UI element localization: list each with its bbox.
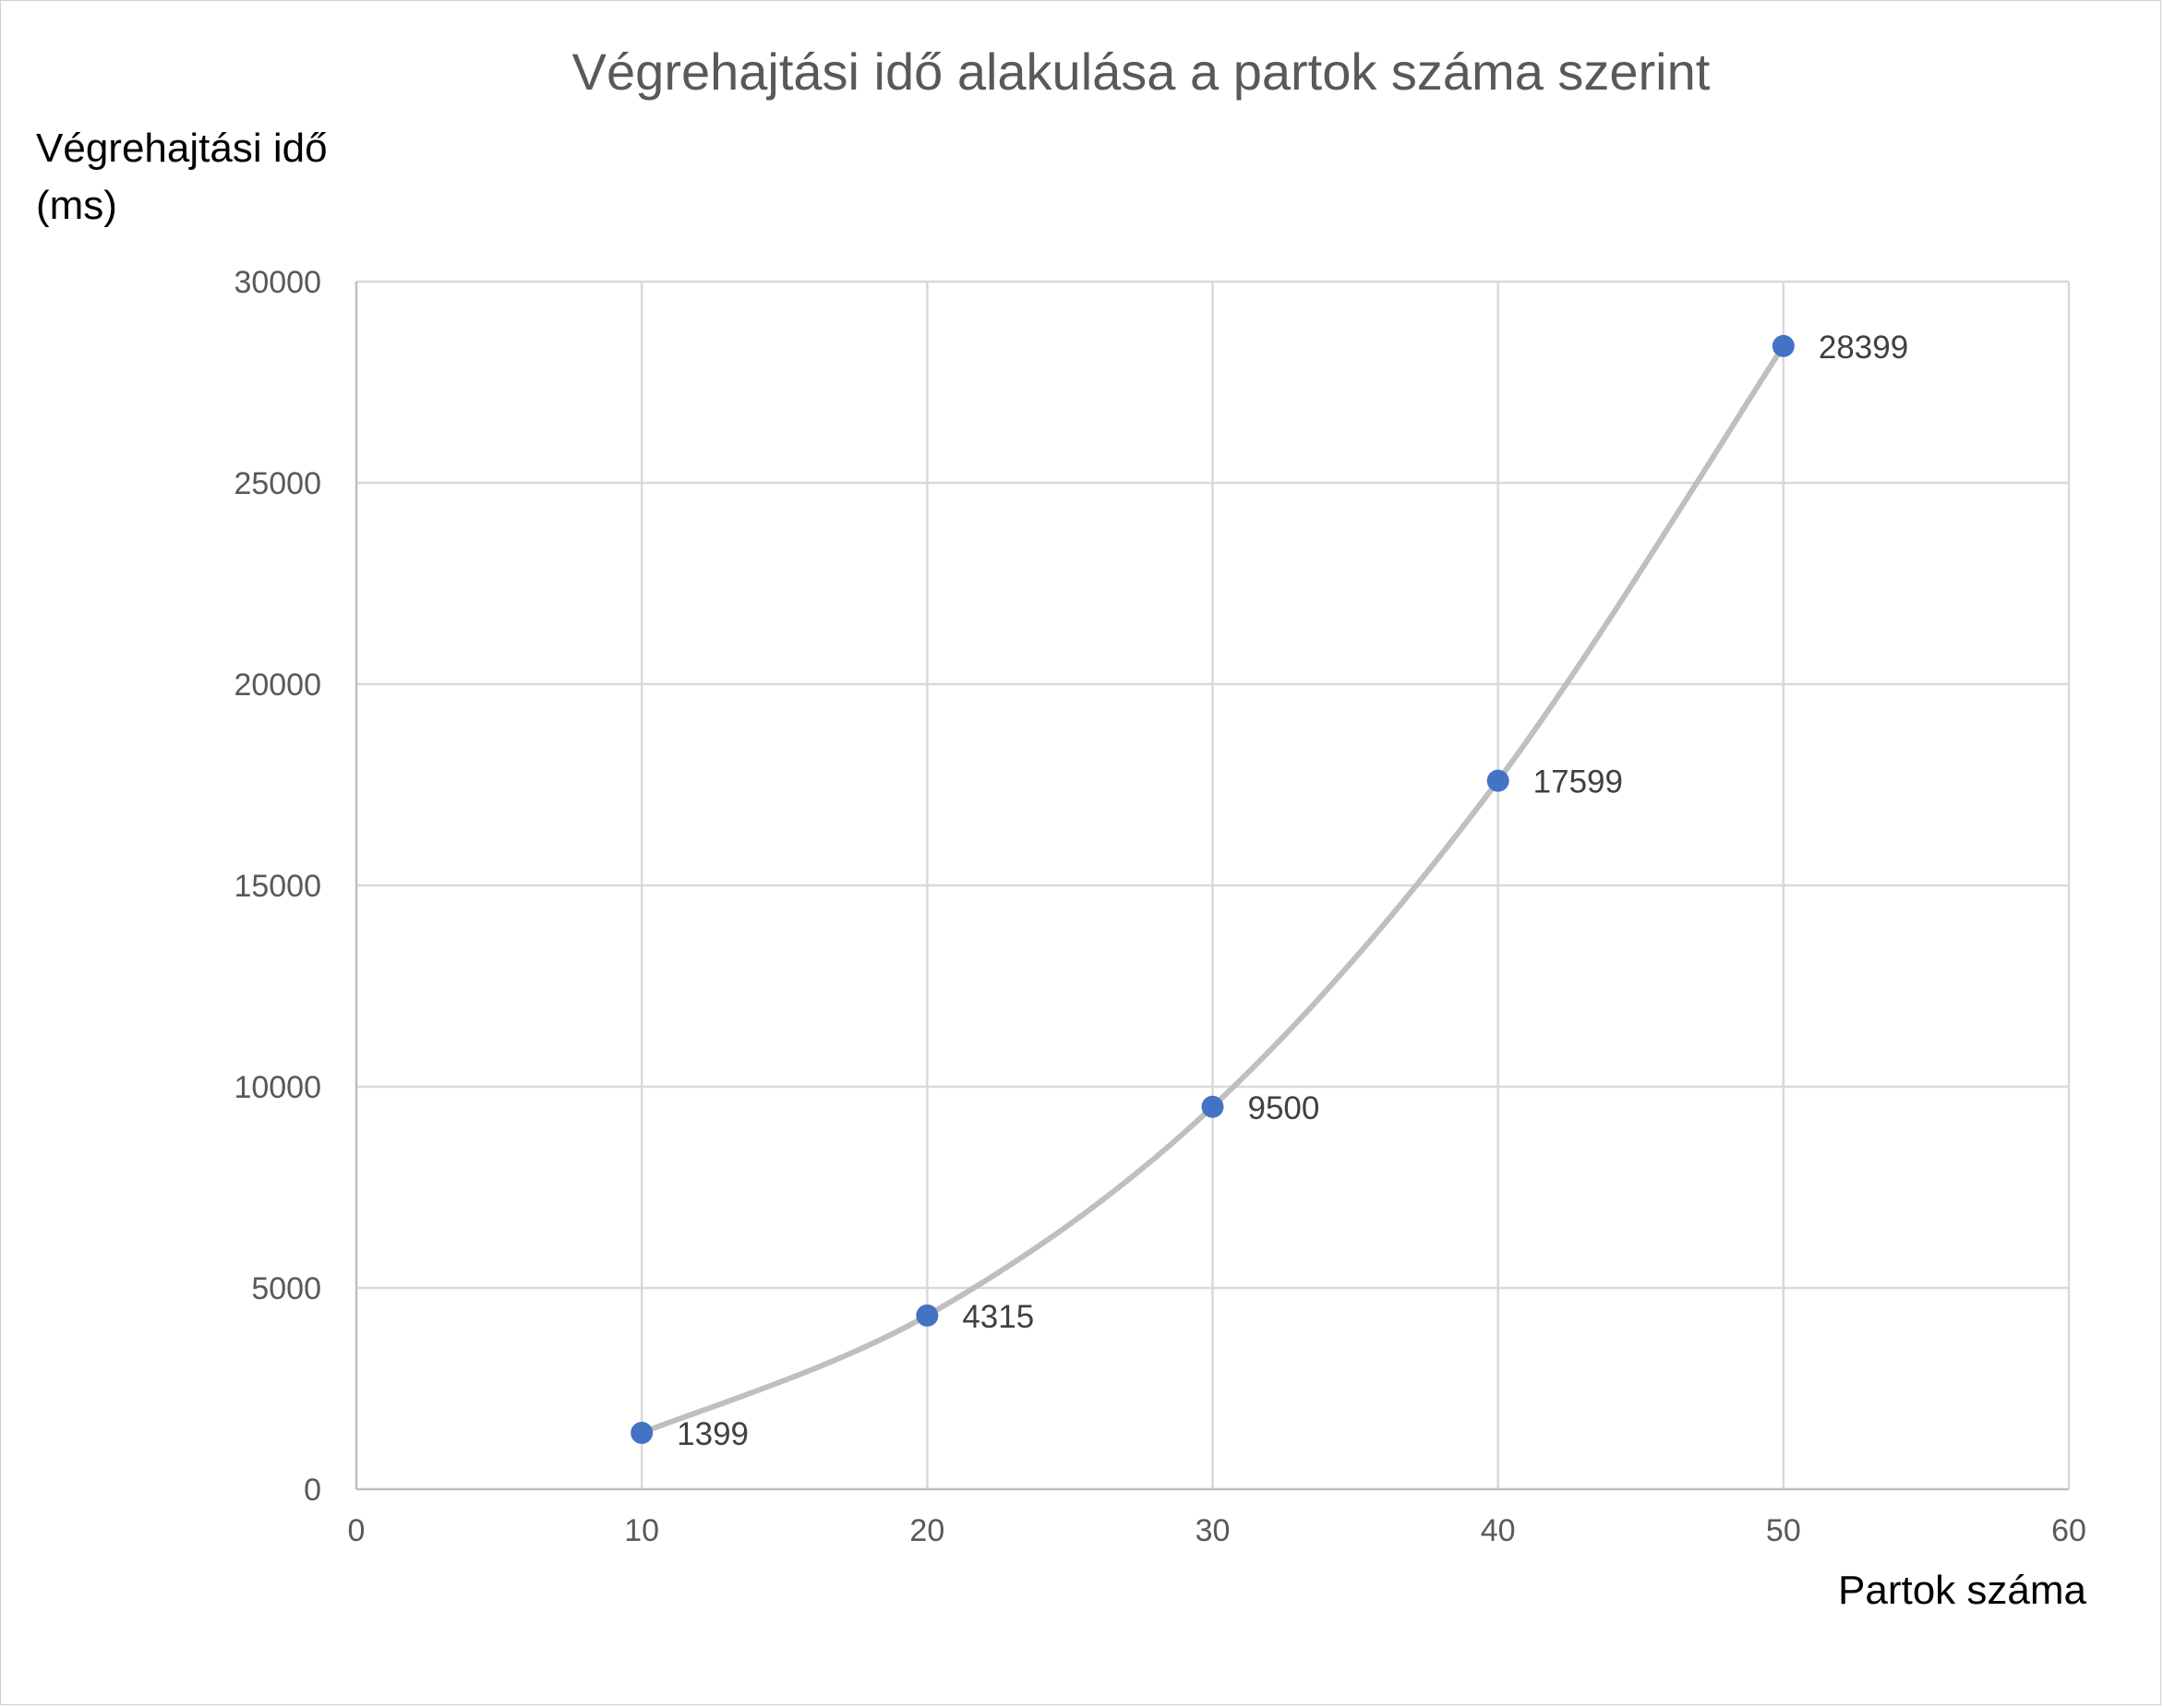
x-axis-title: Partok száma <box>1838 1568 2087 1613</box>
data-label: 4315 <box>962 1299 1034 1335</box>
chart-title: Végrehajtási idő alakulása a partok szám… <box>572 42 1711 101</box>
data-point <box>1486 769 1509 792</box>
data-point <box>1772 334 1795 357</box>
data-label: 9500 <box>1248 1090 1320 1126</box>
y-tick-label: 0 <box>304 1473 321 1508</box>
y-tick-label: 30000 <box>234 265 321 300</box>
y-axis-title-line2: (ms) <box>36 183 117 228</box>
x-tick-label: 30 <box>1196 1513 1231 1548</box>
point-layer <box>631 334 1795 1445</box>
y-tick-label: 25000 <box>234 466 321 501</box>
data-point <box>1201 1095 1224 1118</box>
data-label: 28399 <box>1819 330 1908 366</box>
x-tick-label: 20 <box>909 1513 944 1548</box>
x-tick-label: 60 <box>2051 1513 2086 1548</box>
grid-layer <box>354 280 2071 1491</box>
data-point <box>631 1422 654 1445</box>
x-tick-label: 10 <box>624 1513 659 1548</box>
data-label: 1399 <box>677 1416 749 1452</box>
data-label: 17599 <box>1533 764 1623 800</box>
y-axis-title-line1: Végrehajtási idő <box>36 126 328 171</box>
x-tick-label: 50 <box>1766 1513 1801 1548</box>
y-tick-label: 15000 <box>234 869 321 904</box>
data-point <box>916 1304 939 1327</box>
y-tick-label: 5000 <box>251 1271 321 1306</box>
label-layer: 1399 4315 9500 17599 28399 <box>677 330 1908 1452</box>
y-tick-label: 10000 <box>234 1070 321 1105</box>
x-tick-label: 40 <box>1481 1513 1516 1548</box>
x-tick-label: 0 <box>348 1513 366 1548</box>
line-layer <box>639 343 1786 1436</box>
tick-layer: 0 5000 10000 15000 20000 25000 30000 0 10 20 30 40 5… <box>234 265 2085 1548</box>
y-tick-label: 20000 <box>234 668 321 703</box>
series-line <box>639 343 1786 1436</box>
